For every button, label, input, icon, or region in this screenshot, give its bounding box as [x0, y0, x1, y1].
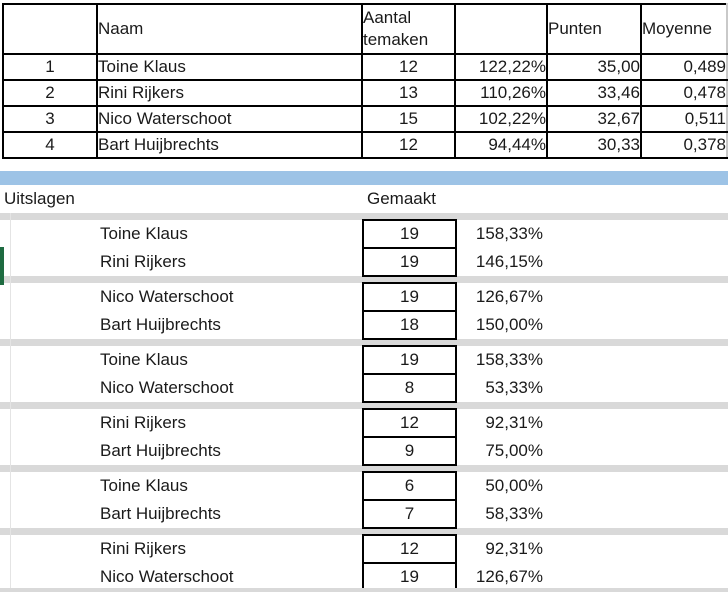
results-header-row: Uitslagen Gemaakt: [0, 185, 728, 213]
moyenne-cell[interactable]: 0,489: [640, 53, 728, 81]
header-punten-cell[interactable]: Punten: [546, 3, 642, 55]
match-separator: [0, 339, 728, 346]
moyenne-cell[interactable]: 0,511: [640, 105, 728, 133]
match-block: Nico Waterschoot 126,67% Bart Huijbrechts 1…: [0, 282, 728, 340]
match-block: Toine Klaus 50,00% Bart Huijbrechts 58,33% 6…: [0, 471, 728, 529]
matches-list: Toine Klaus 158,33% Rini Rijkers 146,15% 19 1…: [0, 213, 728, 592]
match-block: Rini Rijkers 92,31% Nico Waterschoot 126,67…: [0, 534, 728, 592]
percentage-value[interactable]: 92,31%: [485, 413, 543, 432]
gemaakt-value-cell[interactable]: 8: [364, 373, 455, 401]
rank-cell[interactable]: 2: [2, 79, 98, 107]
table-row: 1 Toine Klaus 12 122,22% 35,00 0,489: [2, 53, 728, 81]
player-name[interactable]: Rini Rijkers: [100, 539, 186, 558]
gemaakt-value-cell[interactable]: 7: [364, 499, 455, 527]
player-name[interactable]: Toine Klaus: [100, 476, 188, 495]
aantal-cell[interactable]: 13: [361, 79, 456, 107]
gemaakt-box: 12 9: [362, 408, 457, 466]
percentage-value[interactable]: 50,00%: [485, 476, 543, 495]
player-name[interactable]: Rini Rijkers: [100, 252, 186, 271]
bottom-separator: [0, 588, 728, 592]
header-aantal-cell[interactable]: Aantal temaken: [361, 3, 456, 55]
gemaakt-box: 19 19: [362, 219, 457, 277]
table-row: 2 Rini Rijkers 13 110,26% 33,46 0,478: [2, 79, 728, 107]
gemaakt-value-cell[interactable]: 18: [364, 310, 455, 338]
percentage-cell[interactable]: 110,26%: [454, 79, 548, 107]
punten-cell[interactable]: 32,67: [546, 105, 642, 133]
gemaakt-value-cell[interactable]: 12: [400, 539, 419, 558]
player-name[interactable]: Toine Klaus: [100, 224, 188, 243]
standings-table: Naam Aantal temaken Punten Moyenne 1 Toin…: [2, 3, 728, 159]
gemaakt-box: 12 19: [362, 534, 457, 592]
rank-cell[interactable]: 1: [2, 53, 98, 81]
gemaakt-value-cell[interactable]: 6: [404, 476, 415, 495]
match-separator: [0, 528, 728, 535]
header-naam-cell[interactable]: Naam: [96, 3, 363, 55]
player-name[interactable]: Nico Waterschoot: [100, 567, 234, 586]
percentage-value[interactable]: 158,33%: [475, 224, 543, 243]
gemaakt-box: 19 8: [362, 345, 457, 403]
player-name[interactable]: Toine Klaus: [100, 350, 188, 369]
match-separator: [0, 276, 728, 283]
match-block: Toine Klaus 158,33% Rini Rijkers 146,15% 19 1…: [0, 219, 728, 277]
player-name[interactable]: Bart Huijbrechts: [100, 441, 221, 460]
moyenne-cell[interactable]: 0,478: [640, 79, 728, 107]
percentage-cell[interactable]: 122,22%: [454, 53, 548, 81]
percentage-cell[interactable]: 94,44%: [454, 131, 548, 159]
match-block: Toine Klaus 158,33% Nico Waterschoot 53,33%…: [0, 345, 728, 403]
player-name[interactable]: Nico Waterschoot: [100, 287, 234, 306]
gemaakt-value-cell[interactable]: 12: [400, 413, 419, 432]
aantal-cell[interactable]: 12: [361, 53, 456, 81]
rank-cell[interactable]: 3: [2, 105, 98, 133]
percentage-value[interactable]: 58,33%: [485, 504, 543, 523]
percentage-value[interactable]: 53,33%: [485, 378, 543, 397]
punten-cell[interactable]: 33,46: [546, 79, 642, 107]
aantal-cell[interactable]: 15: [361, 105, 456, 133]
player-name[interactable]: Bart Huijbrechts: [100, 504, 221, 523]
gemaakt-box: 19 18: [362, 282, 457, 340]
table-row: 3 Nico Waterschoot 15 102,22% 32,67 0,511: [2, 105, 728, 133]
uitslagen-title[interactable]: Uitslagen: [4, 189, 75, 208]
column-gridline: [10, 213, 11, 592]
percentage-value[interactable]: 75,00%: [485, 441, 543, 460]
punten-cell[interactable]: 30,33: [546, 131, 642, 159]
punten-cell[interactable]: 35,00: [546, 53, 642, 81]
match-block: Rini Rijkers 92,31% Bart Huijbrechts 75,00%…: [0, 408, 728, 466]
match-separator: [0, 402, 728, 409]
gemaakt-value-cell[interactable]: 19: [400, 224, 419, 243]
selection-indicator: [0, 247, 4, 285]
naam-cell[interactable]: Rini Rijkers: [96, 79, 363, 107]
gemaakt-value-cell[interactable]: 19: [364, 247, 455, 275]
percentage-cell[interactable]: 102,22%: [454, 105, 548, 133]
percentage-value[interactable]: 126,67%: [475, 287, 543, 306]
match-separator: [0, 465, 728, 472]
standings-header-row: Naam Aantal temaken Punten Moyenne: [2, 3, 728, 55]
player-name[interactable]: Nico Waterschoot: [100, 378, 234, 397]
blue-band-row: [0, 171, 728, 185]
aantal-cell[interactable]: 12: [361, 131, 456, 159]
player-name[interactable]: Rini Rijkers: [100, 413, 186, 432]
naam-cell[interactable]: Bart Huijbrechts: [96, 131, 363, 159]
header-rank-cell[interactable]: [2, 3, 98, 55]
gemaakt-value-cell[interactable]: 9: [364, 436, 455, 464]
gemaakt-value-cell[interactable]: 19: [400, 287, 419, 306]
player-name[interactable]: Bart Huijbrechts: [100, 315, 221, 334]
percentage-value[interactable]: 150,00%: [475, 315, 543, 334]
moyenne-cell[interactable]: 0,378: [640, 131, 728, 159]
naam-cell[interactable]: Toine Klaus: [96, 53, 363, 81]
header-pct-cell[interactable]: [454, 3, 548, 55]
gemaakt-column-label[interactable]: Gemaakt: [367, 189, 436, 208]
table-row: 4 Bart Huijbrechts 12 94,44% 30,33 0,378: [2, 131, 728, 159]
percentage-value[interactable]: 158,33%: [475, 350, 543, 369]
percentage-value[interactable]: 126,67%: [475, 567, 543, 586]
percentage-value[interactable]: 92,31%: [485, 539, 543, 558]
match-separator: [0, 213, 728, 220]
naam-cell[interactable]: Nico Waterschoot: [96, 105, 363, 133]
header-moyenne-cell[interactable]: Moyenne: [640, 3, 728, 55]
gemaakt-value-cell[interactable]: 19: [400, 350, 419, 369]
percentage-value[interactable]: 146,15%: [475, 252, 543, 271]
rank-cell[interactable]: 4: [2, 131, 98, 159]
gemaakt-value-cell[interactable]: 19: [364, 562, 455, 590]
